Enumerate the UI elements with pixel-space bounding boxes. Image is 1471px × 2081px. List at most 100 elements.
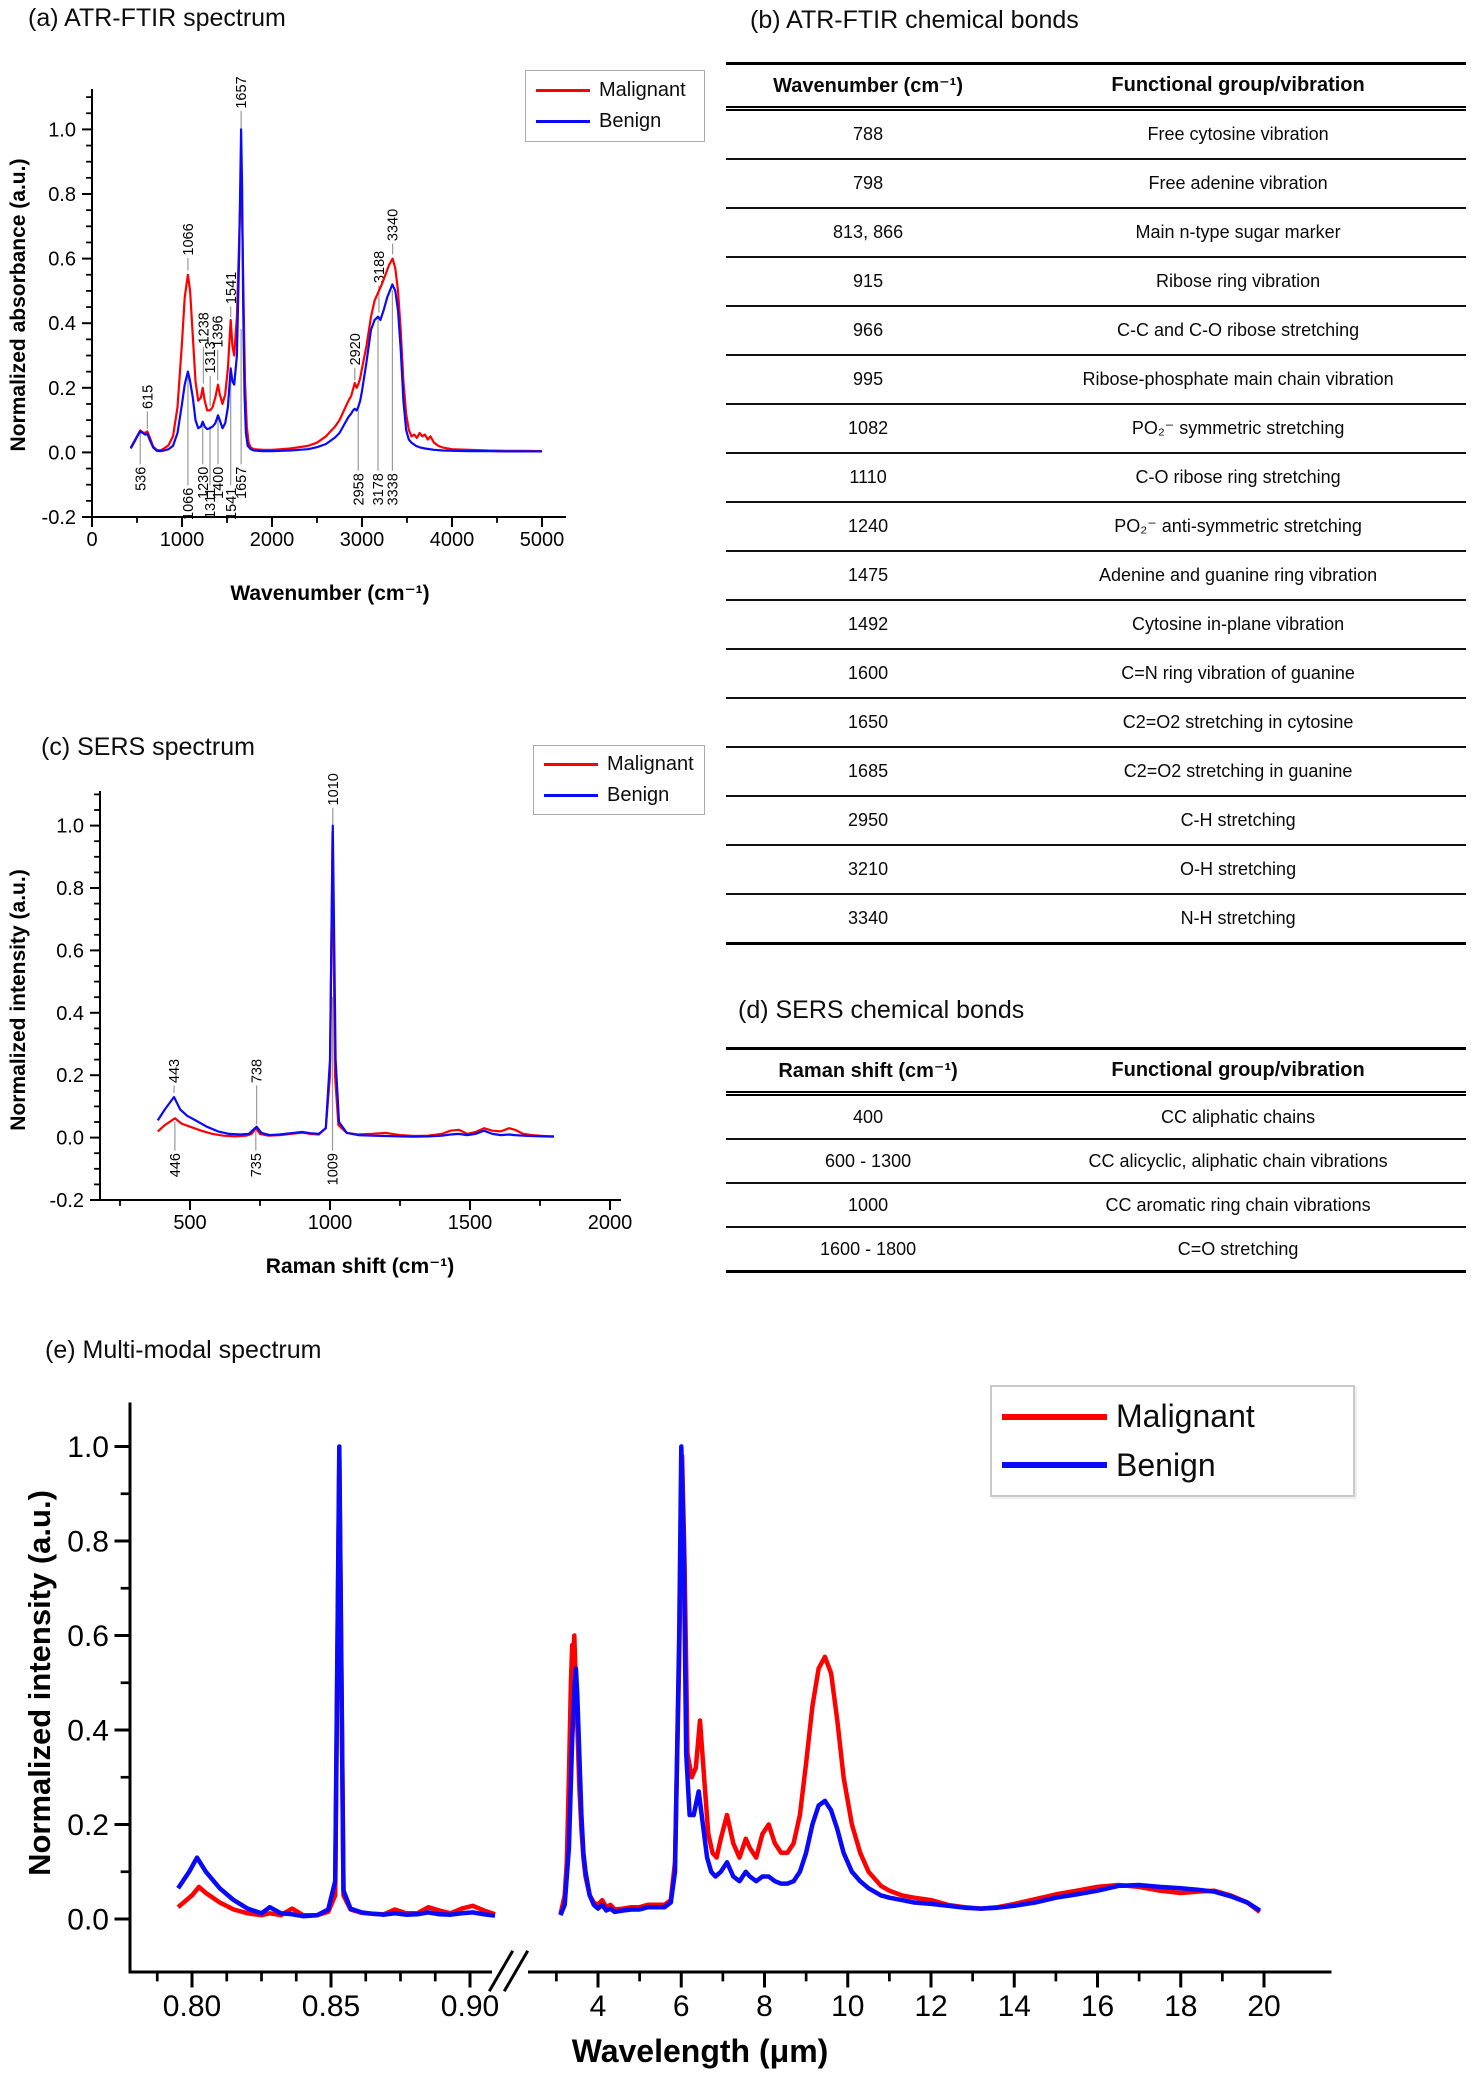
- peak-label: 1066: [181, 488, 197, 520]
- series-benign: [129, 128, 542, 453]
- table-header-row: Wavenumber (cm⁻¹) Functional group/vibra…: [726, 62, 1466, 111]
- legend-multimodal: Malignant Benign: [990, 1385, 1355, 1497]
- table-row: 915 Ribose ring vibration: [726, 257, 1466, 307]
- table-header-row: Raman shift (cm⁻¹) Functional group/vibr…: [726, 1047, 1466, 1096]
- table-row: 2950 C-H stretching: [726, 796, 1466, 846]
- y-axis-title: Normalized intensity (a.u.): [22, 1490, 57, 1876]
- y-tick-label: 0.6: [56, 940, 84, 962]
- y-tick-label: 0.2: [48, 378, 76, 400]
- wavenumber-cell: 1600: [726, 649, 1011, 699]
- y-tick-label: -0.2: [42, 507, 76, 529]
- panel-c-title: (c) SERS spectrum: [41, 733, 255, 761]
- y-tick-label: 0.4: [56, 1003, 84, 1025]
- wavenumber-cell: 1475: [726, 551, 1011, 601]
- axis-break-slash: [502, 1949, 530, 1993]
- column-header-functional-group: Functional group/vibration: [1010, 1047, 1466, 1096]
- functional-group-cell: Ribose-phosphate main chain vibration: [1010, 355, 1466, 405]
- functional-group-cell: Adenine and guanine ring vibration: [1010, 551, 1466, 601]
- legend-item-malignant: Malignant: [1002, 1398, 1343, 1435]
- malignant-line-swatch: [1002, 1413, 1107, 1420]
- column-header-wavenumber: Wavenumber (cm⁻¹): [726, 62, 1011, 111]
- wavenumber-cell: 400: [726, 1093, 1011, 1140]
- peak-label: 1657: [234, 76, 250, 108]
- wavenumber-cell: 798: [726, 159, 1011, 209]
- axis-break-slash: [487, 1949, 515, 1993]
- panel-a-title: (a) ATR-FTIR spectrum: [28, 4, 286, 32]
- atr-ftir-table-body: 788 Free cytosine vibration 798 Free adenin…: [726, 108, 1466, 945]
- column-header-raman-shift: Raman shift (cm⁻¹): [726, 1047, 1011, 1096]
- benign-line-swatch: [544, 793, 598, 797]
- table-row: 1685 C2=O2 stretching in guanine: [726, 747, 1466, 797]
- x-tick-label: 2000: [588, 1212, 633, 1234]
- wavenumber-cell: 2950: [726, 796, 1011, 846]
- y-tick-label: 0.0: [67, 1904, 109, 1937]
- legend-item-benign: Benign: [544, 784, 694, 807]
- x-tick-label: 6: [673, 1990, 690, 2023]
- functional-group-cell: C-C and C-O ribose stretching: [1010, 306, 1466, 356]
- functional-group-cell: CC aliphatic chains: [1010, 1093, 1466, 1140]
- peak-label: 536: [133, 467, 149, 491]
- peak-label: 1541: [224, 272, 240, 304]
- table-row: 1082 PO₂⁻ symmetric stretching: [726, 404, 1466, 454]
- peak-label: 1657: [234, 467, 250, 499]
- y-tick-label: 1.0: [56, 816, 84, 838]
- table-row: 1492 Cytosine in-plane vibration: [726, 600, 1466, 650]
- legend-label-benign: Benign: [607, 783, 670, 806]
- wavenumber-cell: 1082: [726, 404, 1011, 454]
- x-tick-label: 4000: [430, 529, 475, 551]
- table-row: 3210 O-H stretching: [726, 845, 1466, 895]
- peak-label: 3178: [371, 473, 387, 505]
- functional-group-cell: Ribose ring vibration: [1010, 257, 1466, 307]
- wavenumber-cell: 966: [726, 306, 1011, 356]
- peak-label: 1311: [203, 488, 219, 519]
- sers-table-body: 400 CC aliphatic chains 600 - 1300 CC alicy…: [726, 1093, 1466, 1273]
- wavenumber-cell: 1000: [726, 1183, 1011, 1228]
- functional-group-cell: Cytosine in-plane vibration: [1010, 600, 1466, 650]
- table-row: 966 C-C and C-O ribose stretching: [726, 306, 1466, 356]
- table-row: 1110 C-O ribose ring stretching: [726, 453, 1466, 503]
- table-row: 995 Ribose-phosphate main chain vibration: [726, 355, 1466, 405]
- y-axis-title: Normalized absorbance (a.u.): [7, 159, 30, 452]
- wavenumber-cell: 1240: [726, 502, 1011, 552]
- malignant-line-swatch: [536, 89, 590, 92]
- functional-group-cell: C=N ring vibration of guanine: [1010, 649, 1466, 699]
- table-row: 600 - 1300 CC alicyclic, aliphatic chain …: [726, 1139, 1466, 1184]
- x-tick-label: 500: [173, 1212, 206, 1234]
- sers-bonds-table: Raman shift (cm⁻¹) Functional group/vibr…: [726, 1047, 1466, 1273]
- legend-item-malignant: Malignant: [536, 79, 694, 102]
- functional-group-cell: PO₂⁻ symmetric stretching: [1010, 404, 1466, 454]
- malignant-line-swatch: [544, 763, 598, 767]
- peak-label: 2920: [348, 333, 364, 365]
- functional-group-cell: PO₂⁻ anti-symmetric stretching: [1010, 502, 1466, 552]
- peak-label: 2958: [351, 473, 367, 505]
- peak-label: 446: [168, 1153, 184, 1177]
- wavenumber-cell: 600 - 1300: [726, 1139, 1011, 1184]
- table-row: 3340 N-H stretching: [726, 894, 1466, 945]
- legend-label-malignant: Malignant: [607, 753, 694, 776]
- legend-label-malignant: Malignant: [599, 79, 686, 101]
- peak-label: 615: [140, 385, 156, 409]
- wavenumber-cell: 1650: [726, 698, 1011, 748]
- wavenumber-cell: 1685: [726, 747, 1011, 797]
- wavenumber-cell: 3210: [726, 845, 1011, 895]
- functional-group-cell: Main n-type sugar marker: [1010, 208, 1466, 258]
- functional-group-cell: CC alicyclic, aliphatic chain vibrations: [1010, 1139, 1466, 1184]
- peak-label: 3188: [372, 251, 388, 283]
- panel-e-title: (e) Multi-modal spectrum: [45, 1336, 322, 1364]
- functional-group-cell: C-H stretching: [1010, 796, 1466, 846]
- y-tick-label: 0.4: [67, 1715, 109, 1748]
- y-tick-label: 0.6: [67, 1620, 109, 1653]
- x-tick-label: 1000: [308, 1212, 353, 1234]
- table-row: 1600 - 1800 C=O stretching: [726, 1227, 1466, 1273]
- y-tick-label: 0.0: [56, 1128, 84, 1150]
- y-tick-label: 0.2: [67, 1809, 109, 1842]
- x-tick-label: 4: [590, 1990, 607, 2023]
- peak-label: 735: [249, 1153, 265, 1177]
- x-tick-label: 16: [1081, 1990, 1114, 2023]
- legend-label-benign: Benign: [1116, 1446, 1216, 1483]
- table-row: 1000 CC aromatic ring chain vibrations: [726, 1183, 1466, 1228]
- functional-group-cell: Free adenine vibration: [1010, 159, 1466, 209]
- x-axis-title: Wavenumber (cm⁻¹): [230, 582, 429, 605]
